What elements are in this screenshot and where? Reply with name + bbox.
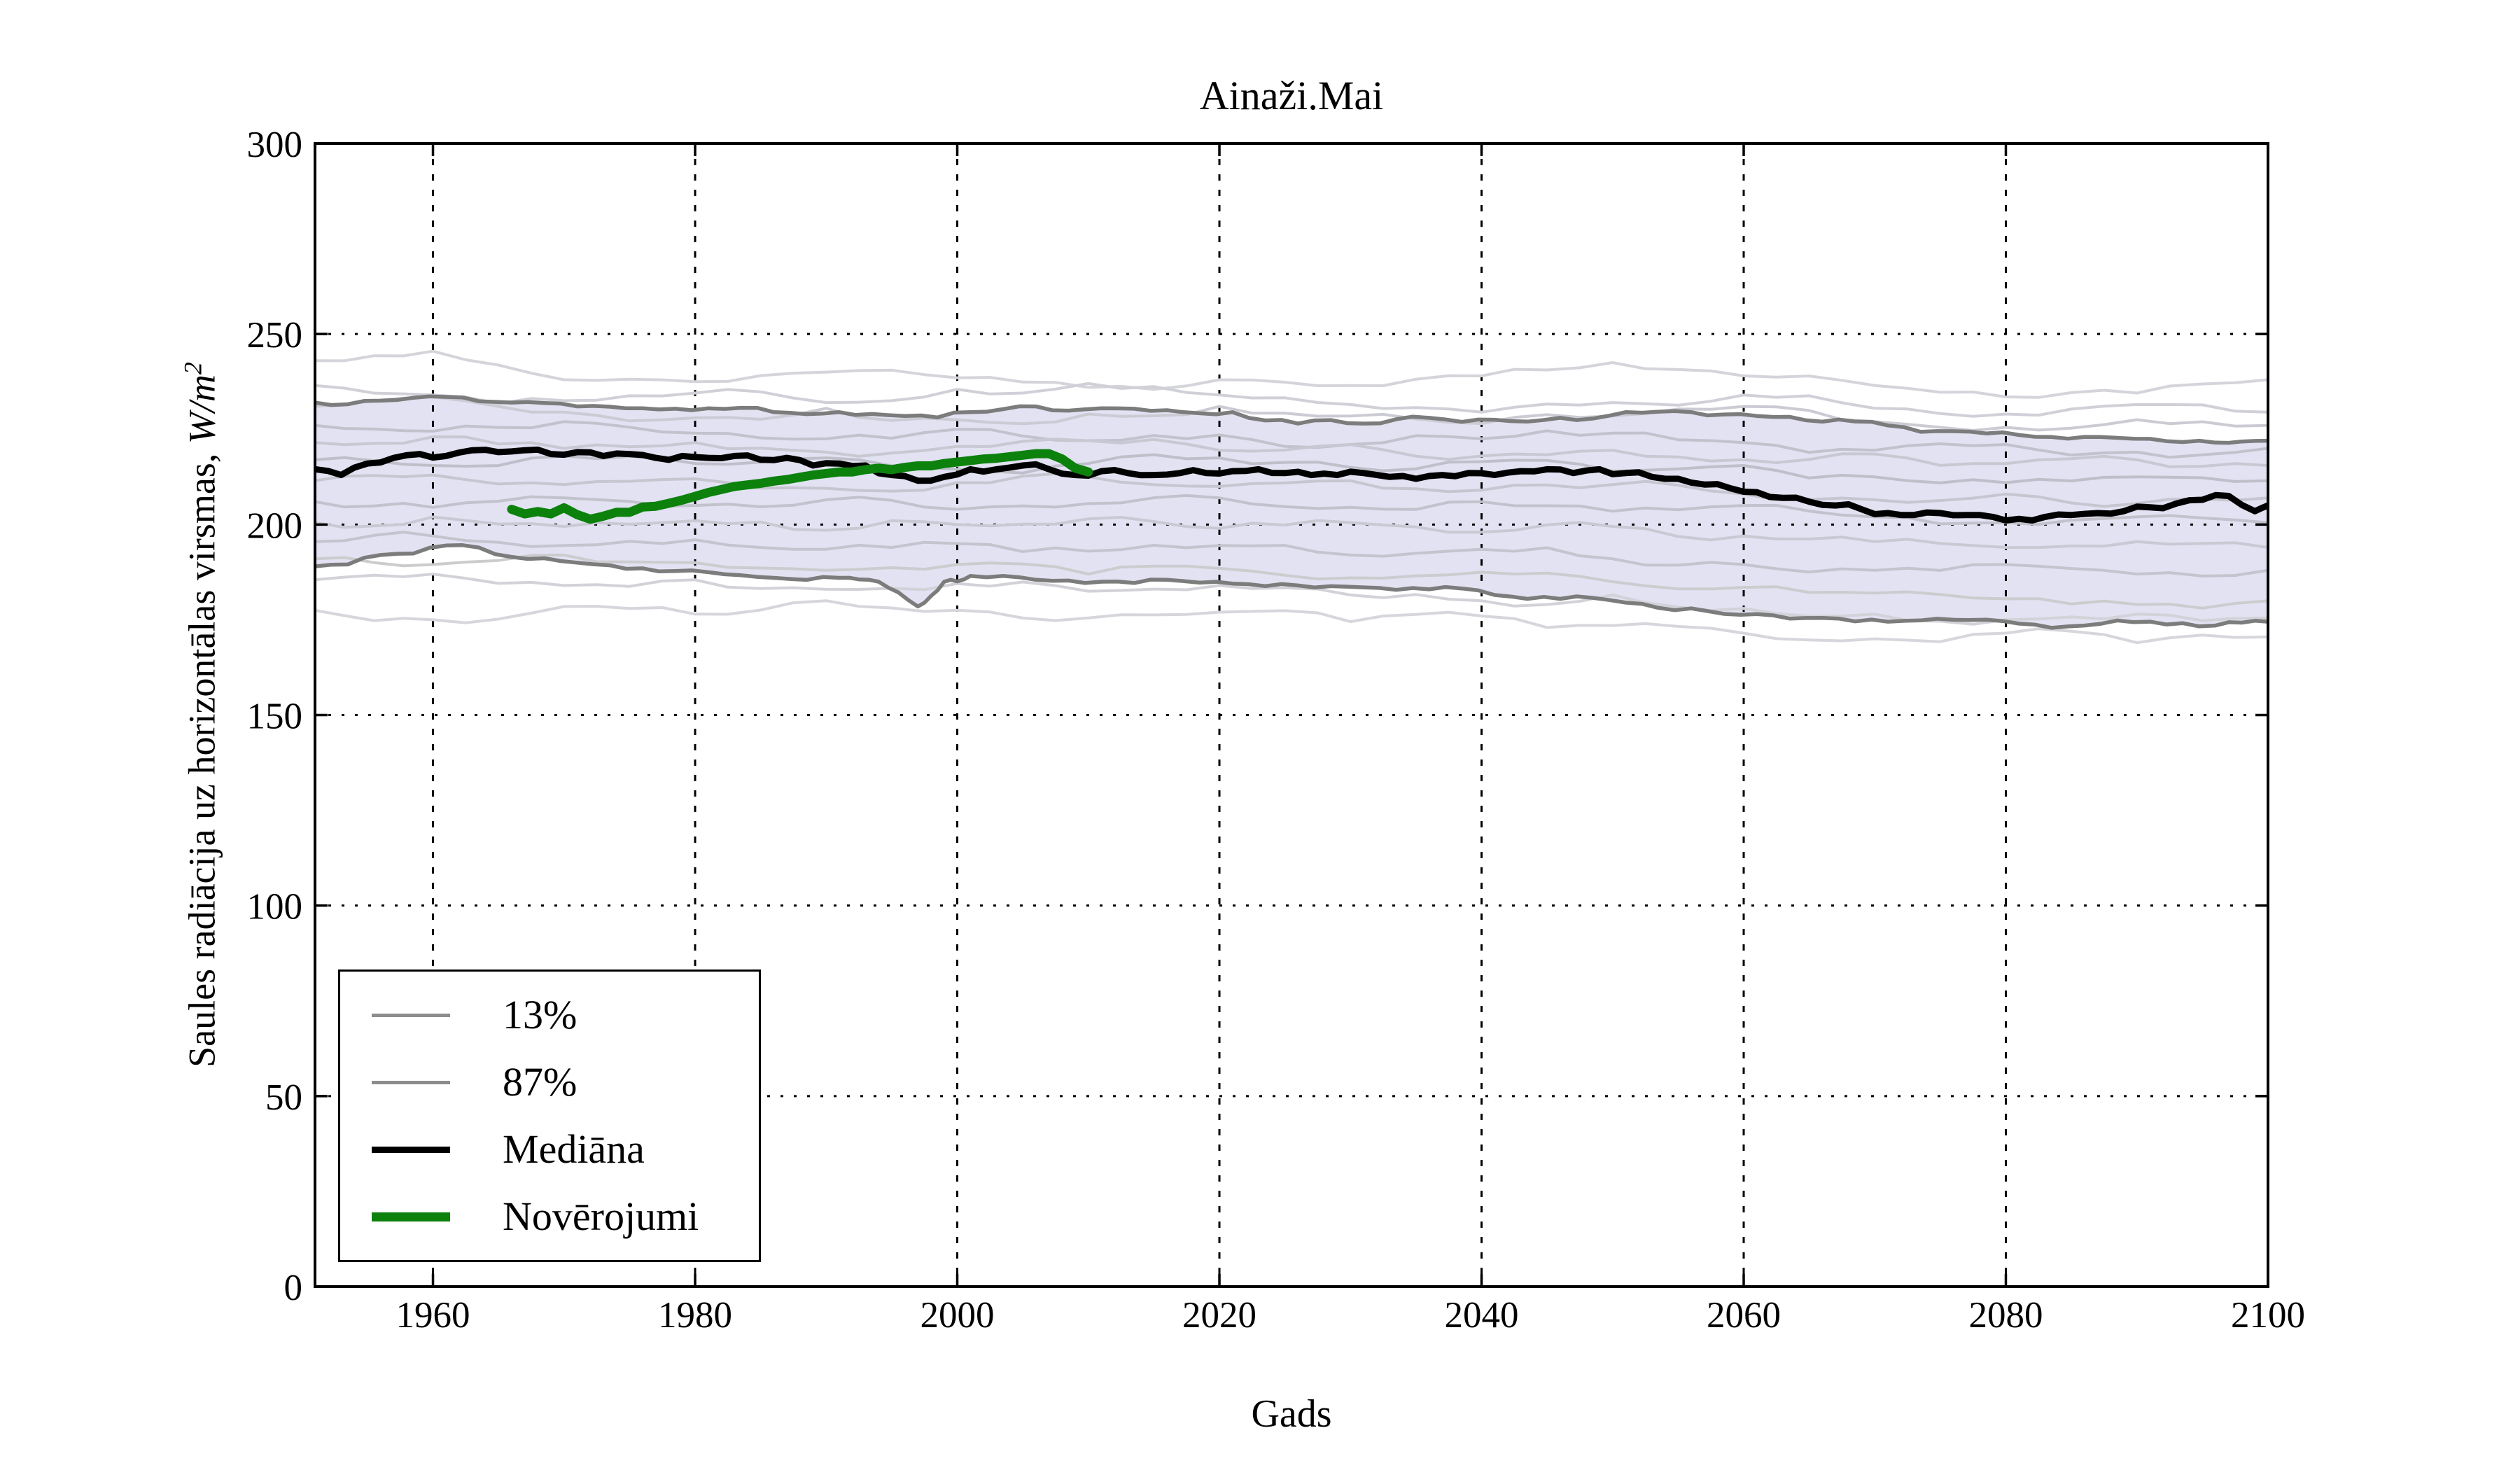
x-tick-label: 2000 — [920, 1295, 995, 1336]
percentile-87-line — [315, 394, 2268, 445]
y-axis-label-units-exponent: 2 — [178, 362, 207, 375]
legend-label-13pct: 13% — [503, 992, 578, 1037]
ensemble-line — [315, 396, 2268, 432]
legend-line-sample-87pct — [372, 1080, 450, 1084]
plot-data-layer — [315, 144, 2268, 1287]
ensemble-line — [315, 382, 2268, 418]
percentile-13-line — [315, 543, 2268, 630]
legend-label-observations: Novērojumi — [503, 1194, 699, 1239]
x-tick-label: 1980 — [658, 1295, 732, 1336]
x-tick-label: 2080 — [1969, 1295, 2043, 1336]
legend-entry-observations: Novērojumi — [340, 1196, 759, 1237]
ensemble-line — [315, 472, 2268, 508]
x-tick-label: 2060 — [1707, 1295, 1781, 1336]
legend-entry-87pct: 87% — [340, 1062, 759, 1102]
ensemble-line — [315, 573, 2268, 626]
x-tick-label: 2040 — [1445, 1295, 1519, 1336]
y-axis-label: Saules radiācija uz horizontālas virsmas… — [178, 362, 224, 1068]
ensemble-line — [315, 553, 2268, 610]
ensemble-line — [315, 531, 2268, 578]
y-tick-label: 50 — [265, 1077, 302, 1118]
y-tick-label: 0 — [284, 1268, 303, 1308]
y-tick-label: 200 — [247, 505, 303, 546]
ensemble-line — [315, 349, 2268, 399]
legend-entry-13pct: 13% — [340, 995, 759, 1035]
ensemble-line — [315, 493, 2268, 526]
median-line — [315, 446, 2268, 524]
x-tick-label: 2020 — [1182, 1295, 1256, 1336]
y-axis-label-text: Saules radiācija uz horizontālas virsmas… — [181, 444, 223, 1068]
ensemble-line — [315, 420, 2268, 459]
y-axis-label-units: W/m — [181, 374, 223, 444]
legend-line-sample-median — [372, 1146, 450, 1153]
legend-line-sample-13pct — [372, 1013, 450, 1017]
x-tick-label: 2100 — [2231, 1295, 2305, 1336]
legend-label-median: Mediāna — [503, 1126, 645, 1172]
y-tick-label: 250 — [247, 315, 303, 356]
legend-box: 13% 87% Mediāna Novērojumi — [338, 969, 761, 1262]
ensemble-line — [315, 435, 2268, 468]
legend-line-sample-observations — [372, 1212, 450, 1222]
legend-entry-median: Mediāna — [340, 1129, 759, 1170]
observations-line — [507, 449, 1093, 524]
ensemble-line — [315, 599, 2268, 645]
chart-title: Ainaži.Mai — [1199, 73, 1384, 118]
y-tick-label: 150 — [247, 696, 303, 737]
ensemble-line — [315, 515, 2268, 550]
y-tick-label: 300 — [247, 125, 303, 165]
legend-label-87pct: 87% — [503, 1059, 578, 1105]
x-tick-label: 1960 — [396, 1295, 470, 1336]
x-axis-label: Gads — [1251, 1392, 1332, 1436]
y-tick-label: 100 — [247, 887, 303, 927]
